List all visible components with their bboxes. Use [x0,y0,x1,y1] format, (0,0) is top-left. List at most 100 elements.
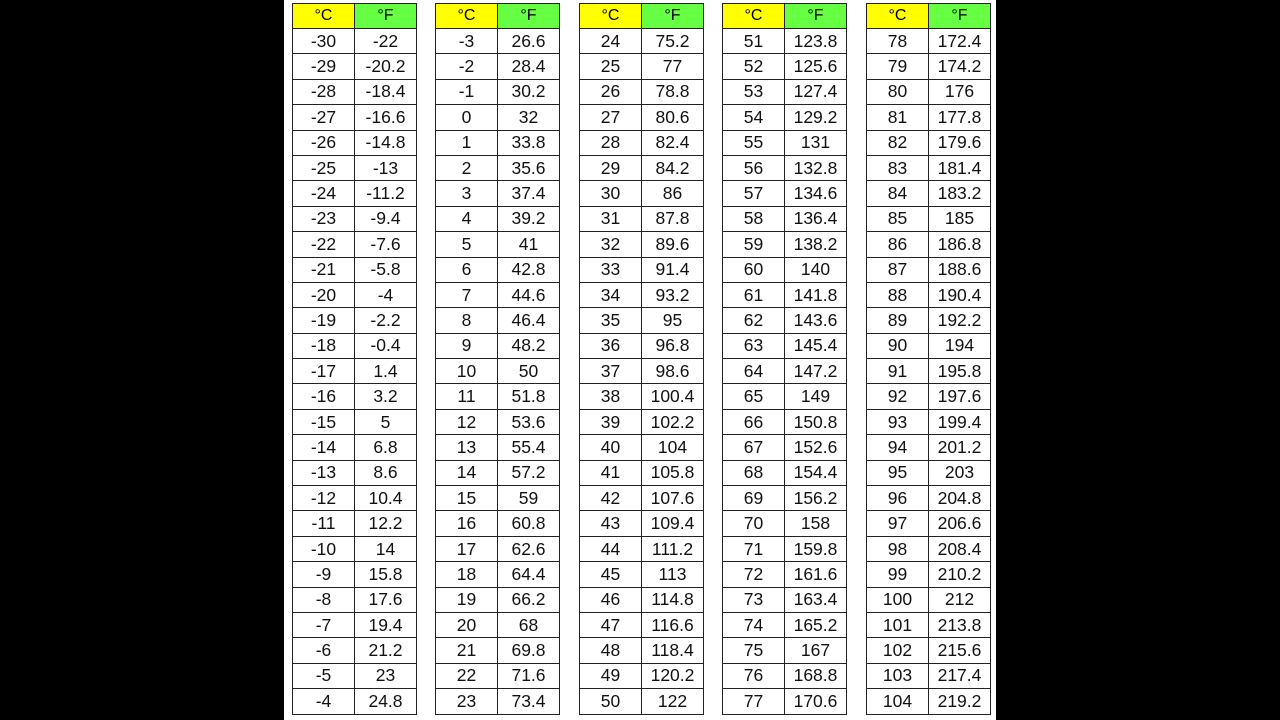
celsius-cell: -7 [292,611,355,639]
table-row: 75 167 [722,637,847,664]
table-row: 46 114.8 [579,586,704,613]
celsius-cell: -18 [292,332,355,360]
celsius-cell: 91 [866,358,929,385]
fahrenheit-cell: 55.4 [497,434,560,461]
table-row: -6 21.2 [292,637,417,664]
table-row: 7 44.6 [435,281,560,309]
fahrenheit-cell: 71.6 [497,662,560,690]
table-row: -15 5 [292,408,417,436]
table-row: 32 89.6 [579,231,704,258]
fahrenheit-cell: 35.6 [497,154,560,182]
table-row: 97 206.6 [866,510,991,537]
fahrenheit-cell: 154.4 [784,459,847,487]
fahrenheit-cell: -2.2 [354,307,417,334]
celsius-cell: -8 [292,586,355,613]
fahrenheit-cell: 102.2 [641,408,704,436]
fahrenheit-cell: 177.8 [928,104,991,131]
celsius-cell: 83 [866,154,929,182]
celsius-cell: -22 [292,231,355,258]
celsius-cell: 8 [435,307,498,334]
fahrenheit-cell: 165.2 [784,611,847,639]
fahrenheit-cell: 57.2 [497,459,560,487]
table-row: 98 208.4 [866,535,991,563]
fahrenheit-cell: 95 [641,307,704,334]
fahrenheit-cell: 192.2 [928,307,991,334]
celsius-cell: 63 [722,332,785,360]
table-row: 17 62.6 [435,535,560,563]
table-row: 1 33.8 [435,129,560,156]
celsius-cell: 76 [722,662,785,690]
fahrenheit-cell: 59 [497,485,560,512]
celsius-cell: 93 [866,408,929,436]
table-row: -3 26.6 [435,27,560,55]
fahrenheit-header: °F [784,3,847,29]
celsius-cell: 99 [866,561,929,588]
fahrenheit-cell: 185 [928,205,991,233]
celsius-cell: 12 [435,408,498,436]
celsius-cell: -21 [292,256,355,283]
table-row: 22 71.6 [435,662,560,690]
celsius-cell: 52 [722,53,785,80]
celsius-cell: 0 [435,104,498,131]
celsius-cell: 62 [722,307,785,334]
fahrenheit-cell: 100.4 [641,383,704,410]
celsius-cell: 43 [579,510,642,537]
table-row: 21 69.8 [435,637,560,664]
table-row: 11 51.8 [435,383,560,410]
celsius-cell: 31 [579,205,642,233]
celsius-cell: 22 [435,662,498,690]
celsius-cell: 1 [435,129,498,156]
table-row: 99 210.2 [866,561,991,588]
table-row: 63 145.4 [722,332,847,360]
table-row: 3 37.4 [435,180,560,207]
fahrenheit-cell: 159.8 [784,535,847,563]
fahrenheit-cell: 24.8 [354,688,417,715]
table-row: 27 80.6 [579,104,704,131]
fahrenheit-cell: 199.4 [928,408,991,436]
table-row: -1 30.2 [435,78,560,106]
table-row: -7 19.4 [292,611,417,639]
celsius-cell: -17 [292,358,355,385]
table-row: 28 82.4 [579,129,704,156]
table-row: 6 42.8 [435,256,560,283]
table-row: -17 1.4 [292,358,417,385]
celsius-cell: 94 [866,434,929,461]
fahrenheit-cell: 32 [497,104,560,131]
fahrenheit-cell: -14.8 [354,129,417,156]
celsius-header: °C [866,3,929,29]
fahrenheit-cell: 37.4 [497,180,560,207]
fahrenheit-cell: 167 [784,637,847,664]
fahrenheit-cell: 136.4 [784,205,847,233]
table-row: -25 -13 [292,154,417,182]
fahrenheit-cell: 69.8 [497,637,560,664]
celsius-cell: 101 [866,611,929,639]
celsius-cell: 73 [722,586,785,613]
celsius-cell: -4 [292,688,355,715]
celsius-cell: 17 [435,535,498,563]
table-row: 9 48.2 [435,332,560,360]
celsius-cell: 77 [722,688,785,715]
fahrenheit-cell: 73.4 [497,688,560,715]
table-row: -13 8.6 [292,459,417,487]
fahrenheit-cell: 217.4 [928,662,991,690]
conversion-table-5: °C °F 78 172.4 79 174.2 80 176 81 177.8 82 179.6 8… [866,3,991,715]
table-row: 102 215.6 [866,637,991,664]
table-row: 37 98.6 [579,358,704,385]
celsius-cell: 64 [722,358,785,385]
table-row: 65 149 [722,383,847,410]
fahrenheit-cell: 194 [928,332,991,360]
fahrenheit-cell: 111.2 [641,535,704,563]
table-row: 90 194 [866,332,991,360]
fahrenheit-cell: -20.2 [354,53,417,80]
fahrenheit-cell: 168.8 [784,662,847,690]
table-row: 41 105.8 [579,459,704,487]
celsius-cell: -29 [292,53,355,80]
fahrenheit-cell: 197.6 [928,383,991,410]
table-row: 51 123.8 [722,27,847,55]
fahrenheit-cell: 150.8 [784,408,847,436]
fahrenheit-cell: 19.4 [354,611,417,639]
table-row: 55 131 [722,129,847,156]
fahrenheit-cell: 186.8 [928,231,991,258]
celsius-cell: 26 [579,78,642,106]
table-row: 0 32 [435,104,560,131]
